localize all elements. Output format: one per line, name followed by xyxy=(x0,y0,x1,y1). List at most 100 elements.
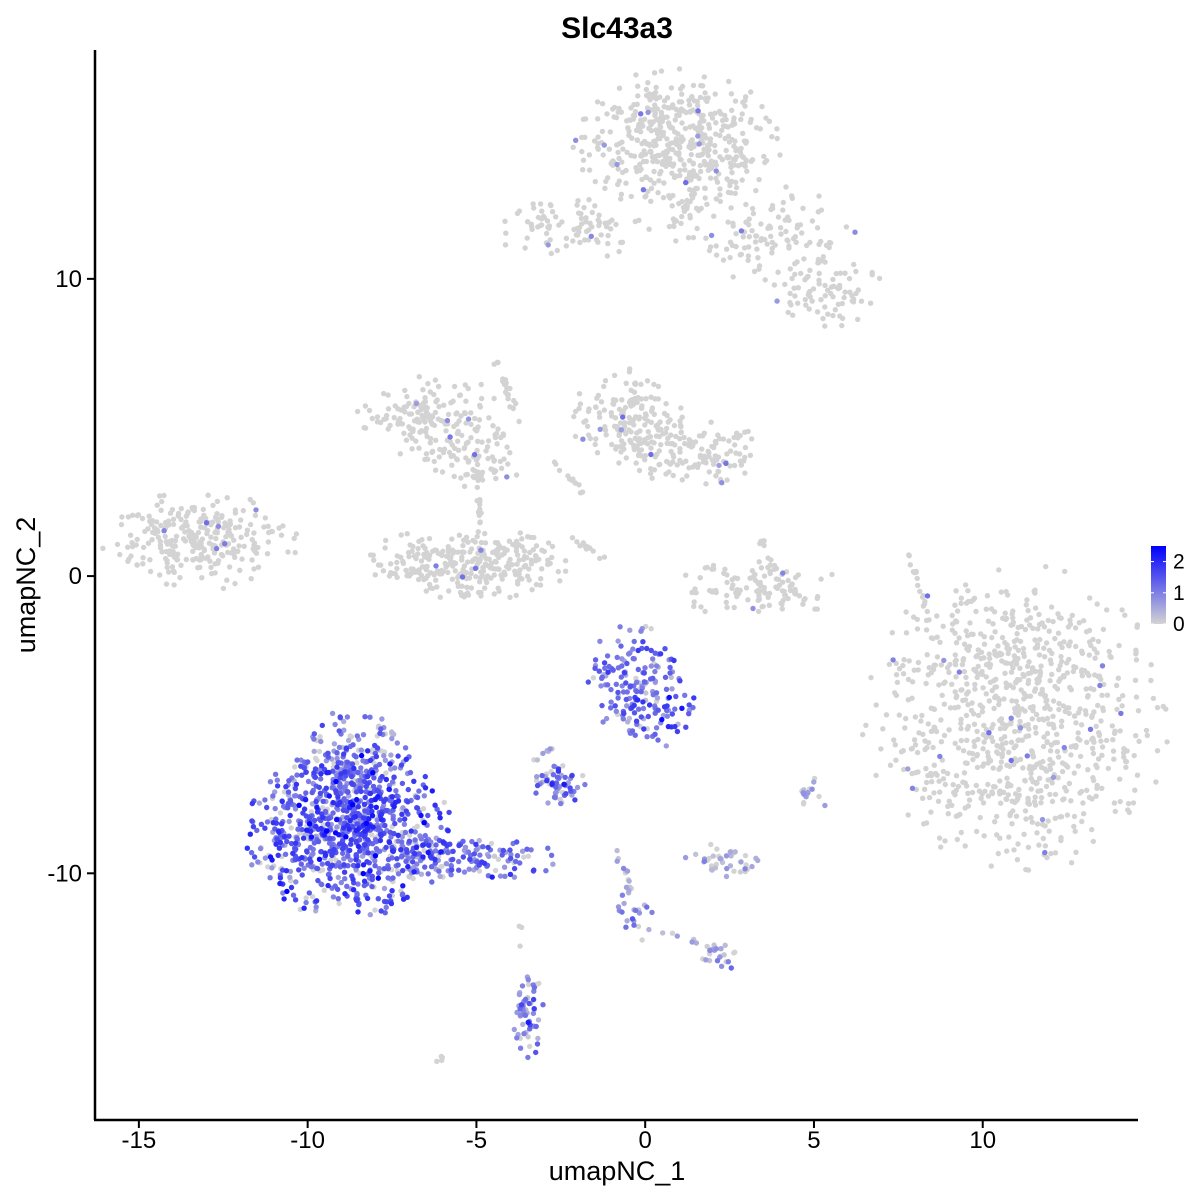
data-point xyxy=(365,748,371,754)
data-point xyxy=(615,695,621,701)
data-point xyxy=(318,771,324,777)
data-point xyxy=(630,655,636,662)
data-point xyxy=(507,594,513,600)
data-point xyxy=(1008,661,1014,667)
data-point xyxy=(361,801,368,807)
data-point xyxy=(930,744,936,751)
data-point xyxy=(421,847,427,854)
data-point xyxy=(522,245,528,251)
data-point xyxy=(947,705,954,711)
data-point xyxy=(1003,680,1009,686)
data-point xyxy=(1085,692,1091,699)
x-tick-label: -15 xyxy=(122,1127,157,1154)
data-point xyxy=(318,849,324,855)
data-point xyxy=(690,160,696,166)
data-point xyxy=(1110,748,1117,754)
data-point xyxy=(281,789,288,795)
data-point xyxy=(626,427,632,433)
data-point xyxy=(903,715,909,722)
data-point xyxy=(117,551,123,558)
data-point xyxy=(658,442,664,448)
data-point xyxy=(973,782,979,789)
data-point xyxy=(383,770,389,776)
data-point xyxy=(811,779,817,785)
data-point xyxy=(1099,752,1105,758)
data-point xyxy=(305,759,311,765)
data-point xyxy=(985,618,992,624)
data-point xyxy=(677,446,683,452)
data-point xyxy=(411,869,417,875)
data-point xyxy=(384,899,390,905)
data-point xyxy=(443,428,449,434)
data-point xyxy=(593,404,599,410)
data-point xyxy=(965,588,971,594)
data-point xyxy=(998,651,1005,657)
data-point xyxy=(1014,631,1020,637)
data-point xyxy=(240,507,246,514)
data-point xyxy=(978,631,984,637)
data-point xyxy=(434,1058,440,1065)
data-point xyxy=(693,851,699,857)
data-point xyxy=(669,930,676,936)
data-point xyxy=(615,638,621,644)
data-point xyxy=(709,588,716,594)
data-point xyxy=(321,832,327,838)
data-point xyxy=(594,99,601,105)
data-point xyxy=(1058,653,1064,660)
data-point xyxy=(1089,745,1096,751)
data-point xyxy=(574,232,581,238)
data-point xyxy=(712,110,718,116)
data-point xyxy=(342,769,348,775)
data-point xyxy=(909,745,915,752)
data-point xyxy=(729,107,735,114)
data-point xyxy=(968,598,974,604)
data-point xyxy=(713,243,719,249)
data-point xyxy=(1025,867,1032,873)
data-point xyxy=(699,151,706,157)
data-point xyxy=(635,666,641,673)
data-point xyxy=(247,831,253,837)
data-point xyxy=(545,224,551,230)
data-point xyxy=(645,188,651,194)
data-point xyxy=(391,774,397,780)
data-point xyxy=(853,290,859,297)
data-point xyxy=(971,721,978,727)
data-point xyxy=(1023,816,1029,822)
data-point xyxy=(597,638,603,644)
data-point xyxy=(615,166,621,172)
data-point xyxy=(809,298,815,304)
data-point xyxy=(1019,737,1025,743)
data-point xyxy=(381,390,387,397)
data-point xyxy=(440,839,446,845)
data-point xyxy=(458,475,464,481)
data-point xyxy=(1008,715,1014,721)
data-point xyxy=(628,105,634,111)
data-point xyxy=(660,930,666,936)
data-point xyxy=(325,750,331,756)
data-point xyxy=(710,853,716,859)
data-point xyxy=(636,910,643,916)
data-point xyxy=(276,829,282,835)
data-point xyxy=(557,578,563,584)
data-point xyxy=(238,534,244,540)
data-point xyxy=(1015,841,1021,847)
data-point xyxy=(1035,626,1041,632)
data-point xyxy=(364,859,370,865)
data-point xyxy=(779,606,785,612)
data-point xyxy=(610,397,617,403)
data-point xyxy=(708,232,715,239)
data-point xyxy=(747,119,753,126)
data-point xyxy=(414,823,420,829)
data-point xyxy=(1032,645,1039,651)
data-point xyxy=(1018,687,1024,693)
data-point xyxy=(1072,625,1079,631)
data-point xyxy=(1070,668,1077,675)
data-point xyxy=(446,588,452,594)
data-point xyxy=(883,712,890,718)
data-point xyxy=(262,825,268,831)
data-point xyxy=(527,1043,533,1050)
data-point xyxy=(612,703,618,709)
data-point xyxy=(731,121,738,127)
data-point xyxy=(648,466,654,472)
data-point xyxy=(580,542,587,548)
